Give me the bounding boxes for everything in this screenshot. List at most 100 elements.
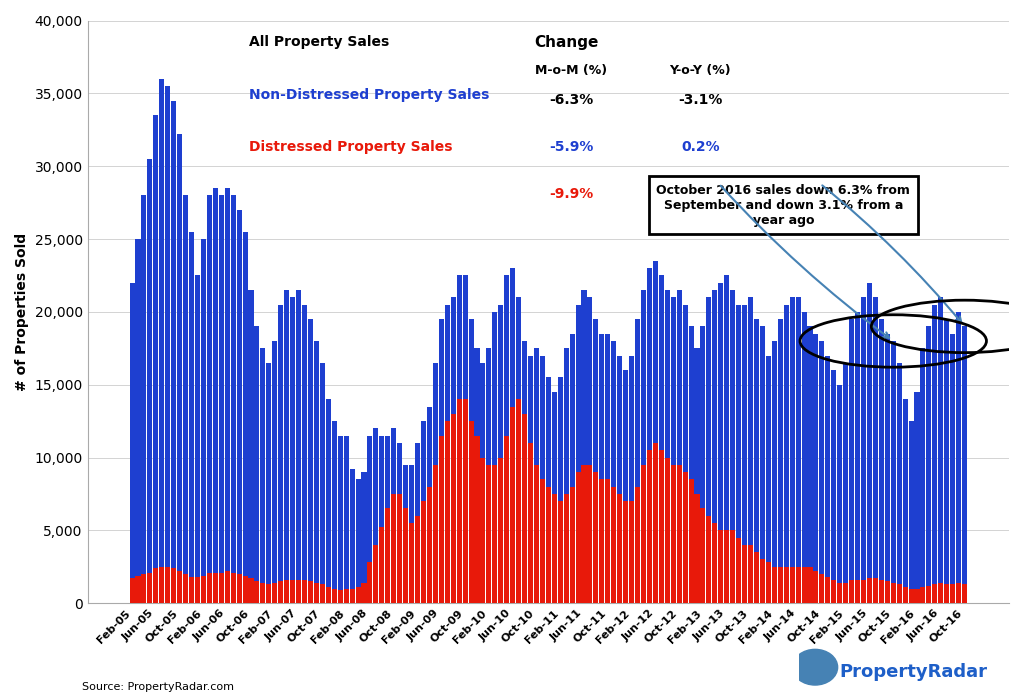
Bar: [885, 334, 890, 603]
Bar: [688, 327, 693, 603]
Bar: [266, 584, 271, 603]
Bar: [552, 392, 557, 603]
Bar: [147, 573, 153, 603]
Bar: [897, 584, 902, 603]
Bar: [653, 443, 657, 603]
Bar: [963, 327, 967, 603]
Bar: [344, 436, 349, 603]
Bar: [201, 239, 206, 603]
Bar: [956, 583, 962, 603]
Bar: [493, 465, 498, 603]
Bar: [272, 583, 278, 603]
Bar: [141, 195, 146, 603]
Bar: [385, 509, 390, 603]
Text: Non-Distressed Property Sales: Non-Distressed Property Sales: [249, 88, 489, 101]
Bar: [171, 101, 176, 603]
Bar: [605, 480, 610, 603]
Bar: [872, 297, 878, 603]
Bar: [831, 580, 837, 603]
Bar: [641, 465, 646, 603]
Bar: [486, 465, 492, 603]
Bar: [754, 319, 759, 603]
Bar: [427, 407, 432, 603]
Bar: [665, 457, 670, 603]
Bar: [230, 195, 236, 603]
Bar: [444, 421, 450, 603]
Bar: [135, 575, 140, 603]
Bar: [296, 290, 301, 603]
Bar: [444, 304, 450, 603]
Bar: [254, 327, 259, 603]
Bar: [474, 436, 479, 603]
Bar: [879, 580, 884, 603]
Bar: [219, 573, 224, 603]
Bar: [243, 231, 248, 603]
Bar: [451, 297, 456, 603]
Bar: [510, 268, 515, 603]
Bar: [902, 587, 907, 603]
Bar: [427, 486, 432, 603]
Bar: [141, 574, 146, 603]
Bar: [563, 494, 568, 603]
Bar: [391, 428, 396, 603]
Bar: [224, 188, 229, 603]
Bar: [254, 581, 259, 603]
Bar: [332, 421, 337, 603]
Bar: [665, 290, 670, 603]
Bar: [284, 580, 289, 603]
Bar: [326, 399, 331, 603]
Bar: [361, 583, 367, 603]
Bar: [944, 319, 949, 603]
Text: -6.3%: -6.3%: [549, 93, 594, 107]
Bar: [160, 566, 164, 603]
Bar: [908, 421, 913, 603]
Text: Change: Change: [535, 35, 599, 50]
Bar: [385, 436, 390, 603]
Bar: [486, 348, 492, 603]
Bar: [772, 341, 777, 603]
Bar: [130, 578, 134, 603]
Bar: [189, 577, 195, 603]
Bar: [534, 348, 539, 603]
Bar: [177, 571, 182, 603]
Bar: [855, 312, 860, 603]
Bar: [677, 465, 682, 603]
Bar: [569, 486, 574, 603]
Bar: [777, 319, 782, 603]
Bar: [237, 210, 242, 603]
Bar: [499, 304, 503, 603]
Bar: [790, 566, 795, 603]
Bar: [671, 465, 676, 603]
Bar: [344, 589, 349, 603]
Bar: [861, 297, 866, 603]
Text: -9.9%: -9.9%: [549, 186, 594, 201]
Bar: [534, 465, 539, 603]
Bar: [135, 239, 140, 603]
Bar: [671, 297, 676, 603]
Bar: [629, 501, 634, 603]
Bar: [914, 392, 920, 603]
Bar: [748, 297, 753, 603]
Bar: [867, 283, 872, 603]
Bar: [296, 580, 301, 603]
Bar: [279, 581, 284, 603]
Bar: [397, 494, 402, 603]
Bar: [813, 334, 818, 603]
Bar: [932, 304, 937, 603]
Circle shape: [793, 649, 838, 685]
Bar: [201, 575, 206, 603]
Bar: [243, 575, 248, 603]
Bar: [624, 501, 628, 603]
Bar: [338, 590, 343, 603]
Bar: [569, 334, 574, 603]
Bar: [474, 348, 479, 603]
Bar: [516, 297, 521, 603]
Bar: [463, 275, 468, 603]
Bar: [469, 421, 473, 603]
Bar: [950, 334, 955, 603]
Bar: [688, 480, 693, 603]
Bar: [760, 559, 765, 603]
Bar: [409, 523, 414, 603]
Bar: [742, 304, 748, 603]
Bar: [469, 319, 473, 603]
